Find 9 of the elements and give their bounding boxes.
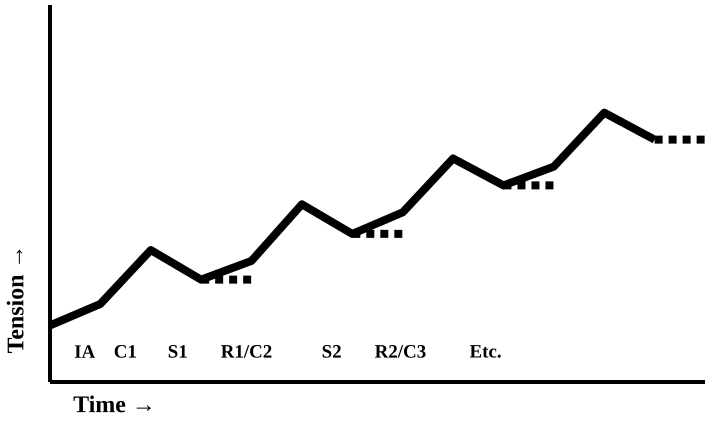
- annotation: Etc.: [470, 345, 501, 358]
- y-axis-title: Tension →: [6, 250, 24, 354]
- annotation: S2: [322, 345, 341, 358]
- annotation: S1: [168, 345, 187, 358]
- annotation: R2/C3: [374, 345, 426, 358]
- annotation: R1/C2: [221, 345, 272, 358]
- x-axis-title: Time →: [74, 396, 151, 412]
- annotation: C1: [114, 345, 136, 358]
- annotation: IA: [74, 345, 96, 358]
